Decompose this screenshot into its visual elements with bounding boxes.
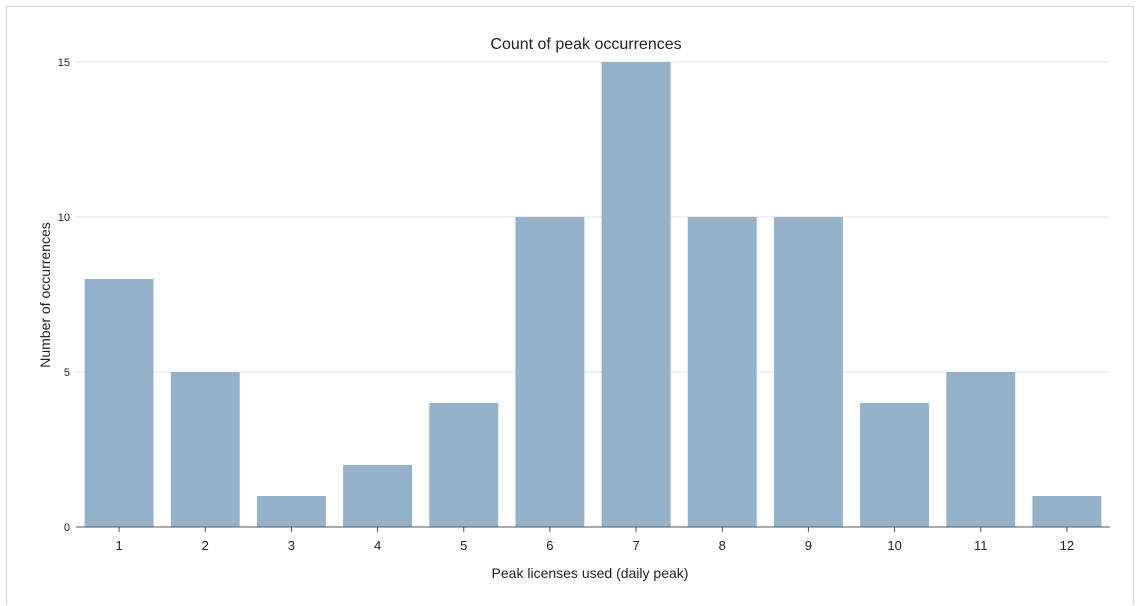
chart-title: Count of peak occurrences: [490, 36, 681, 53]
x-tick-label: 12: [1060, 538, 1074, 553]
x-tick-labels: 1 2 3 4 5 6 7 8 9 10 11 12: [115, 527, 1074, 553]
x-tick-label: 2: [202, 538, 209, 553]
bar-1: [84, 279, 154, 527]
bar-6: [515, 217, 585, 527]
x-tick-label: 10: [887, 538, 901, 553]
x-tick-label: 8: [719, 538, 726, 553]
x-axis-title: Peak licenses used (daily peak): [492, 565, 689, 581]
bar-5: [429, 403, 499, 527]
x-tick-label: 11: [974, 538, 988, 553]
bar-10: [860, 403, 930, 527]
y-tick-label: 15: [58, 57, 70, 69]
x-tick-label: 5: [460, 538, 467, 553]
bar-3: [256, 496, 326, 527]
bars: [84, 62, 1102, 527]
gridlines: [76, 61, 1110, 373]
bar-11: [946, 372, 1016, 527]
y-tick-labels: 0 5 10 15: [58, 57, 70, 534]
y-tick-label: 5: [64, 367, 70, 379]
bar-12: [1032, 496, 1102, 527]
x-tick-label: 6: [546, 538, 553, 553]
bar-2: [170, 372, 240, 527]
bar-4: [343, 465, 413, 527]
y-tick-label: 0: [64, 522, 70, 534]
x-tick-label: 4: [374, 538, 381, 553]
bar-8: [687, 217, 757, 527]
x-tick-label: 1: [115, 538, 122, 553]
x-tick-label: 3: [288, 538, 295, 553]
bar-7: [601, 62, 671, 527]
x-tick-label: 9: [805, 538, 812, 553]
x-tick-label: 7: [632, 538, 639, 553]
bar-9: [773, 217, 843, 527]
y-tick-label: 10: [58, 212, 70, 224]
y-axis-title: Number of occurrences: [37, 222, 53, 368]
